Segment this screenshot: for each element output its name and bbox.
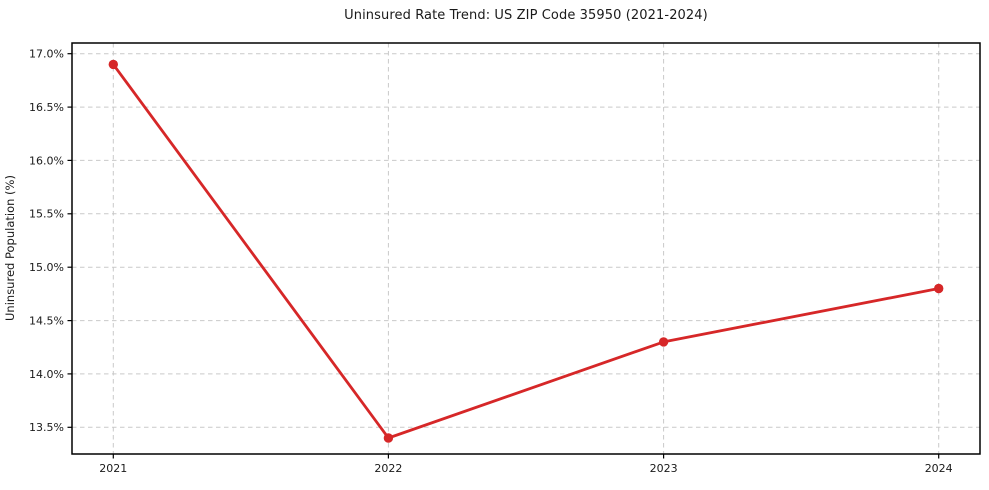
y-tick-label: 17.0% [29, 48, 64, 61]
y-tick-label: 15.0% [29, 261, 64, 274]
y-tick-label: 14.5% [29, 314, 64, 327]
y-tick-label: 14.0% [29, 368, 64, 381]
plot-border [71, 42, 981, 455]
y-tick-label: 16.0% [29, 154, 64, 167]
data-point-2023 [658, 337, 669, 347]
y-tick-label: 16.5% [29, 101, 64, 114]
chart-title: Uninsured Rate Trend: US ZIP Code 35950 … [344, 8, 708, 23]
x-tick-label: 2023 [650, 462, 678, 475]
trend-line [111, 63, 941, 440]
x-tick-label: 2024 [925, 462, 953, 475]
data-point-2024 [934, 283, 944, 294]
x-tick-label: 2021 [99, 462, 127, 475]
data-point-2022 [383, 433, 394, 443]
y-tick-label: 13.5% [29, 421, 64, 434]
x-tick-label: 2022 [374, 462, 402, 475]
y-tick-label: 15.5% [29, 208, 64, 221]
data-point-2021 [108, 59, 119, 70]
